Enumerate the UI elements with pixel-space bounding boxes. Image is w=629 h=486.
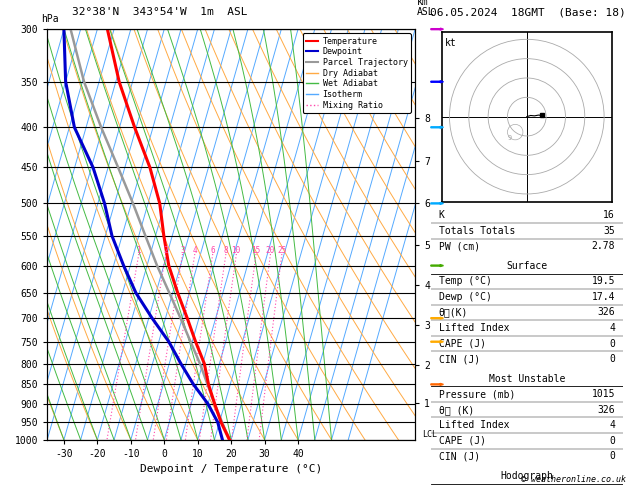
Text: 0: 0	[609, 339, 615, 348]
Text: θᴄ(K): θᴄ(K)	[438, 308, 468, 317]
Text: CIN (J): CIN (J)	[438, 451, 480, 461]
Text: Dewp (°C): Dewp (°C)	[438, 292, 491, 302]
Text: 4: 4	[609, 420, 615, 430]
Text: CAPE (J): CAPE (J)	[438, 339, 486, 348]
Text: LCL: LCL	[423, 430, 438, 439]
Text: Lifted Index: Lifted Index	[438, 420, 509, 430]
Text: kt: kt	[445, 38, 457, 49]
Text: 17.4: 17.4	[591, 292, 615, 302]
Text: km
ASL: km ASL	[416, 0, 434, 17]
Text: 19.5: 19.5	[591, 277, 615, 286]
Text: CIN (J): CIN (J)	[438, 354, 480, 364]
Text: 16: 16	[603, 210, 615, 220]
Text: 2: 2	[164, 246, 168, 255]
Legend: Temperature, Dewpoint, Parcel Trajectory, Dry Adiabat, Wet Adiabat, Isotherm, Mi: Temperature, Dewpoint, Parcel Trajectory…	[303, 34, 411, 113]
Text: 9: 9	[508, 135, 512, 141]
Text: 6: 6	[210, 246, 215, 255]
Text: CAPE (J): CAPE (J)	[438, 436, 486, 446]
Text: K: K	[438, 210, 445, 220]
Text: 10: 10	[231, 246, 241, 255]
X-axis label: Dewpoint / Temperature (°C): Dewpoint / Temperature (°C)	[140, 465, 322, 474]
Text: 3: 3	[180, 246, 185, 255]
Text: 0: 0	[609, 451, 615, 461]
Text: θᴄ (K): θᴄ (K)	[438, 405, 474, 415]
Text: 0: 0	[609, 436, 615, 446]
Text: 06.05.2024  18GMT  (Base: 18): 06.05.2024 18GMT (Base: 18)	[430, 7, 626, 17]
Text: 4: 4	[192, 246, 197, 255]
Text: 25: 25	[277, 246, 286, 255]
Text: Totals Totals: Totals Totals	[438, 226, 515, 236]
Text: PW (cm): PW (cm)	[438, 242, 480, 251]
Text: Lifted Index: Lifted Index	[438, 323, 509, 333]
Text: Temp (°C): Temp (°C)	[438, 277, 491, 286]
Text: 4: 4	[609, 323, 615, 333]
Text: 1015: 1015	[591, 389, 615, 399]
Text: Hodograph: Hodograph	[500, 471, 554, 481]
Text: 35: 35	[603, 226, 615, 236]
Text: 2.78: 2.78	[591, 242, 615, 251]
Text: Surface: Surface	[506, 261, 547, 271]
Text: 32°38'N  343°54'W  1m  ASL: 32°38'N 343°54'W 1m ASL	[72, 7, 248, 17]
Text: 8: 8	[223, 246, 228, 255]
Text: 20: 20	[265, 246, 275, 255]
Text: 1: 1	[136, 246, 141, 255]
Text: 0: 0	[609, 354, 615, 364]
Text: hPa: hPa	[41, 14, 58, 24]
Text: Pressure (mb): Pressure (mb)	[438, 389, 515, 399]
Text: 326: 326	[598, 308, 615, 317]
Text: Most Unstable: Most Unstable	[489, 374, 565, 383]
Text: 15: 15	[251, 246, 260, 255]
Text: 326: 326	[598, 405, 615, 415]
Text: © weatheronline.co.uk: © weatheronline.co.uk	[521, 474, 626, 484]
